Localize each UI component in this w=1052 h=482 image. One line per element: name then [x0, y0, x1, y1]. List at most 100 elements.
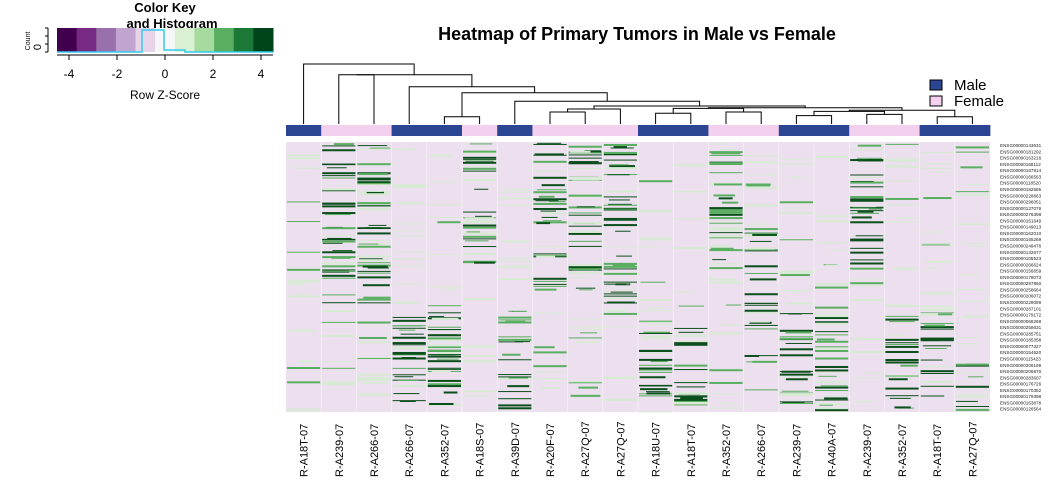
sex-bar-cell — [356, 125, 392, 136]
heatmap-cell — [819, 404, 833, 406]
heatmap-cell — [815, 380, 849, 383]
row-label: ENSG00000137076 — [1000, 206, 1042, 211]
heatmap-cell — [856, 157, 882, 159]
color-key-xlabel: Row Z-Score — [130, 88, 200, 102]
heatmap-cell — [920, 395, 945, 397]
heatmap-cell — [357, 276, 391, 279]
heatmap-cell — [357, 270, 391, 272]
heatmap-cell — [785, 302, 813, 305]
column-labels: R-A18T-07 R-A239-07 R-A266-07 R-A266-07 R-A3… — [299, 421, 980, 477]
heatmap-cell — [322, 242, 343, 244]
heatmap-cell — [465, 217, 495, 220]
heatmap-cell — [322, 294, 356, 296]
dendrogram-branch — [725, 111, 762, 124]
heatmap-cell — [779, 348, 813, 351]
heatmap-cell — [674, 191, 708, 193]
dendrogram-branch — [567, 108, 621, 124]
heatmap-cell — [357, 393, 391, 396]
heatmap-cell — [815, 317, 849, 320]
row-label: ENSG00000182585 — [1000, 187, 1042, 192]
heatmap-cell — [359, 258, 383, 260]
heatmap-cell — [920, 312, 954, 314]
heatmap-cell — [568, 240, 602, 242]
heatmap-cell — [463, 150, 497, 153]
heatmap-cell — [785, 331, 812, 334]
heatmap-cell — [572, 179, 600, 181]
heatmap-cell — [815, 156, 849, 159]
heatmap-cell — [357, 373, 391, 376]
heatmap-cell — [357, 341, 391, 344]
heatmap-cell — [322, 212, 356, 215]
heatmap-cell — [888, 378, 908, 381]
heatmap-cell — [440, 288, 458, 290]
heatmap-cell — [357, 302, 391, 304]
heatmap-cell — [427, 383, 461, 386]
heatmap-cell — [640, 281, 666, 283]
heatmap-cell — [463, 159, 497, 161]
heatmap-cell — [646, 391, 670, 393]
heatmap-cell — [744, 223, 778, 225]
heatmap-cell — [744, 204, 778, 207]
heatmap-cell — [709, 381, 743, 384]
heatmap-cell — [674, 364, 708, 367]
heatmap-cell — [850, 176, 884, 178]
row-label: ENSG00000179172 — [1000, 313, 1042, 318]
heatmap-cell — [322, 274, 356, 277]
heatmap-cell — [709, 217, 743, 220]
heatmap-cell — [709, 369, 743, 372]
heatmap-cell — [392, 183, 426, 185]
heatmap-cell — [603, 268, 637, 270]
heatmap-cell — [463, 298, 497, 301]
heatmap-cell — [639, 352, 673, 354]
heatmap-cell — [322, 172, 356, 175]
heatmap-cell — [357, 204, 391, 206]
heatmap-cell — [500, 240, 530, 243]
heatmap-cell — [676, 386, 706, 388]
heatmap-cell — [463, 179, 497, 182]
heatmap-cell — [603, 224, 637, 227]
heatmap-cell — [711, 143, 727, 145]
color-key-swatch — [135, 28, 156, 52]
heatmap-cell — [533, 378, 567, 380]
heatmap-cell — [885, 318, 919, 321]
heatmap-cell — [744, 324, 778, 326]
heatmap-cell — [466, 231, 481, 233]
row-label: ENSG00000185358 — [1000, 338, 1042, 343]
column-label: R-A239-07 — [862, 424, 874, 477]
heatmap-cell — [534, 288, 557, 291]
heatmap-cell — [463, 167, 497, 170]
heatmap-cell — [568, 154, 602, 156]
heatmap-cell — [955, 191, 989, 193]
heatmap-cell — [709, 393, 743, 395]
heatmap-cell — [357, 145, 388, 147]
heatmap-cell — [463, 211, 497, 213]
heatmap-cell — [744, 232, 778, 234]
color-key-tick-label: -4 — [64, 67, 75, 81]
heatmap-cell — [533, 208, 567, 211]
heatmap-cell — [397, 202, 423, 205]
sex-bar-cell — [884, 125, 920, 136]
heatmap-cell — [779, 201, 813, 204]
heatmap-cell — [639, 364, 673, 366]
row-label: ENSG00000249476 — [1000, 243, 1042, 248]
heatmap-cell — [957, 289, 988, 290]
heatmap-cell — [357, 208, 391, 211]
heatmap-cell — [850, 159, 884, 162]
heatmap-cell — [791, 292, 806, 294]
heatmap-cell — [463, 360, 497, 363]
row-label: ENSG00000179398 — [1000, 394, 1042, 399]
heatmap-cell — [709, 161, 743, 163]
heatmap-cell — [895, 217, 917, 219]
heatmap-cell — [568, 176, 602, 179]
heatmap-cell — [359, 259, 389, 262]
heatmap-cell — [533, 143, 567, 145]
heatmap-cell — [850, 210, 884, 212]
heatmap-cell — [427, 337, 461, 340]
color-key-swatch — [194, 28, 215, 52]
heatmap-cell — [608, 203, 632, 205]
heatmap-cell — [475, 215, 492, 217]
heatmap-cell — [894, 406, 911, 409]
heatmap-cell — [850, 278, 884, 280]
